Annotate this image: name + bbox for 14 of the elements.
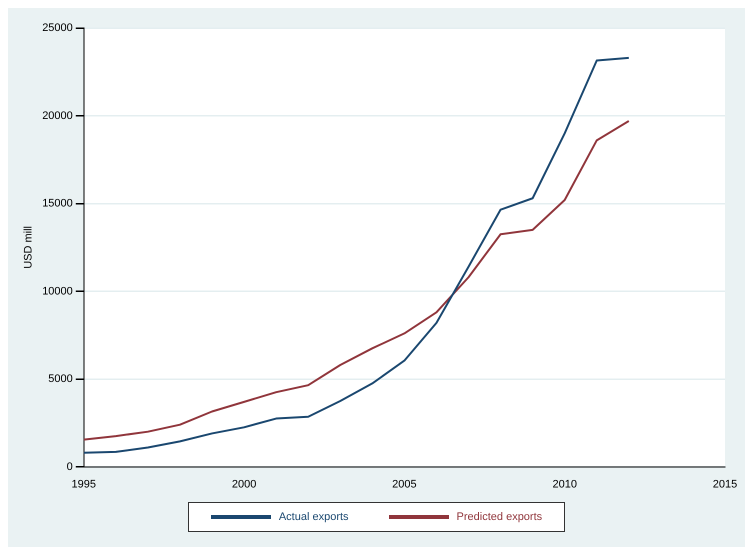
text: Actual exports bbox=[278, 511, 349, 523]
y-tick-label: 0 bbox=[66, 460, 73, 473]
y-tick-label: 15000 bbox=[42, 198, 73, 210]
y-tick-label: 5000 bbox=[48, 373, 73, 386]
y-tick-label: 20000 bbox=[42, 110, 73, 122]
x-tick-label: 2000 bbox=[232, 478, 256, 490]
x-tick-label: 1995 bbox=[72, 478, 96, 490]
y-axis-title: USD mill bbox=[22, 226, 35, 269]
x-tick-label: 2010 bbox=[552, 478, 577, 490]
y-tick-label: 10000 bbox=[42, 285, 73, 298]
text: Predicted exports bbox=[456, 511, 542, 523]
y-tick-label: 25000 bbox=[42, 22, 73, 34]
x-tick-label: 2005 bbox=[392, 478, 417, 490]
x-tick-label: 2015 bbox=[712, 478, 738, 490]
